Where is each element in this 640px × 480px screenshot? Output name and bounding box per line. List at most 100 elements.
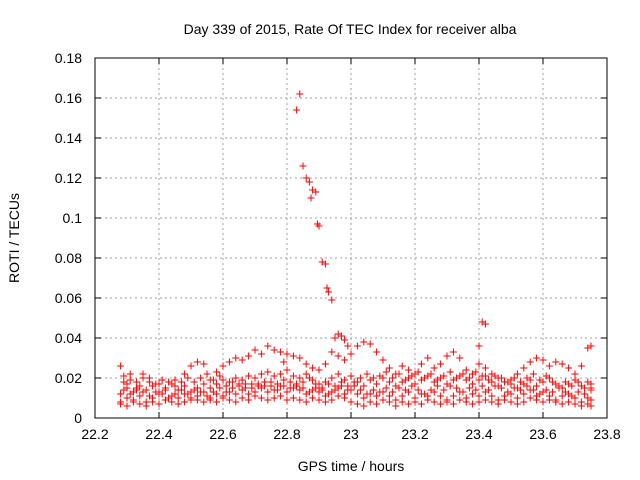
data-point [209,376,217,384]
data-point [219,362,227,370]
data-point [414,368,422,376]
data-point [453,374,461,382]
data-point [299,162,307,170]
data-point [536,390,544,398]
data-point [120,386,128,394]
data-point [539,398,547,406]
data-point [213,368,221,376]
data-point [341,356,349,364]
data-point [209,388,217,396]
plot-frame [94,57,608,419]
data-point [395,370,403,378]
data-point [302,360,310,368]
data-point [283,366,291,374]
data-point [568,382,576,390]
data-point [229,384,237,392]
data-point [382,384,390,392]
data-point [437,392,445,400]
data-point [369,374,377,382]
data-point [379,356,387,364]
data-point [296,374,304,382]
data-point [257,350,265,358]
data-point [187,394,195,402]
data-point [472,386,480,394]
data-point [587,380,595,388]
data-point [507,398,515,406]
data-point [417,360,425,368]
y-tick-label: 0.12 [55,170,82,186]
data-point [561,388,569,396]
data-point [225,358,233,366]
data-point [401,376,409,384]
data-point [389,388,397,396]
data-point [161,384,169,392]
data-point [328,396,336,404]
data-point [251,392,259,400]
data-point [126,390,134,398]
data-point [587,402,595,410]
data-point [293,380,301,388]
data-point [357,374,365,382]
data-point [197,388,205,396]
data-point [488,398,496,406]
data-point [321,260,329,268]
data-point [309,394,317,402]
data-point [456,396,464,404]
data-point [363,370,371,378]
data-point [120,372,128,380]
data-point [117,390,125,398]
data-point [257,370,265,378]
data-point [321,360,329,368]
data-point [475,342,483,350]
data-point [273,380,281,388]
data-point [261,378,269,386]
y-tick-label: 0.18 [55,50,82,66]
data-point [561,378,569,386]
data-point [533,396,541,404]
data-point [264,368,272,376]
data-point [565,364,573,372]
data-point [264,388,272,396]
data-point [459,388,467,396]
data-point [328,374,336,382]
data-point [126,370,134,378]
grid [95,58,607,418]
data-point [459,370,467,378]
data-point [200,398,208,406]
data-point [305,388,313,396]
data-point [296,90,304,98]
data-point [347,398,355,406]
data-point [123,402,131,410]
data-point [587,386,595,394]
data-point [222,388,230,396]
data-point [353,390,361,398]
data-point [475,392,483,400]
chart-title: Day 339 of 2015, Rate Of TEC Index for r… [184,21,517,37]
x-tick-label: 23.8 [593,426,620,442]
data-point [136,392,144,400]
data-point [446,382,454,390]
data-point [545,362,553,370]
data-point [283,350,291,358]
data-point [331,386,339,394]
data-point [565,398,573,406]
data-point [360,402,368,410]
data-point [181,398,189,406]
data-point [373,380,381,388]
data-point [305,374,313,382]
data-point [475,360,483,368]
data-point [190,386,198,394]
data-point [421,374,429,382]
data-point [526,394,534,402]
data-point [517,378,525,386]
data-point [491,372,499,380]
data-point [545,396,553,404]
data-point [437,400,445,408]
data-point [225,396,233,404]
data-point [337,382,345,390]
data-point [552,358,560,366]
data-point [203,392,211,400]
data-point [197,374,205,382]
data-point [555,384,563,392]
data-point [216,372,224,380]
